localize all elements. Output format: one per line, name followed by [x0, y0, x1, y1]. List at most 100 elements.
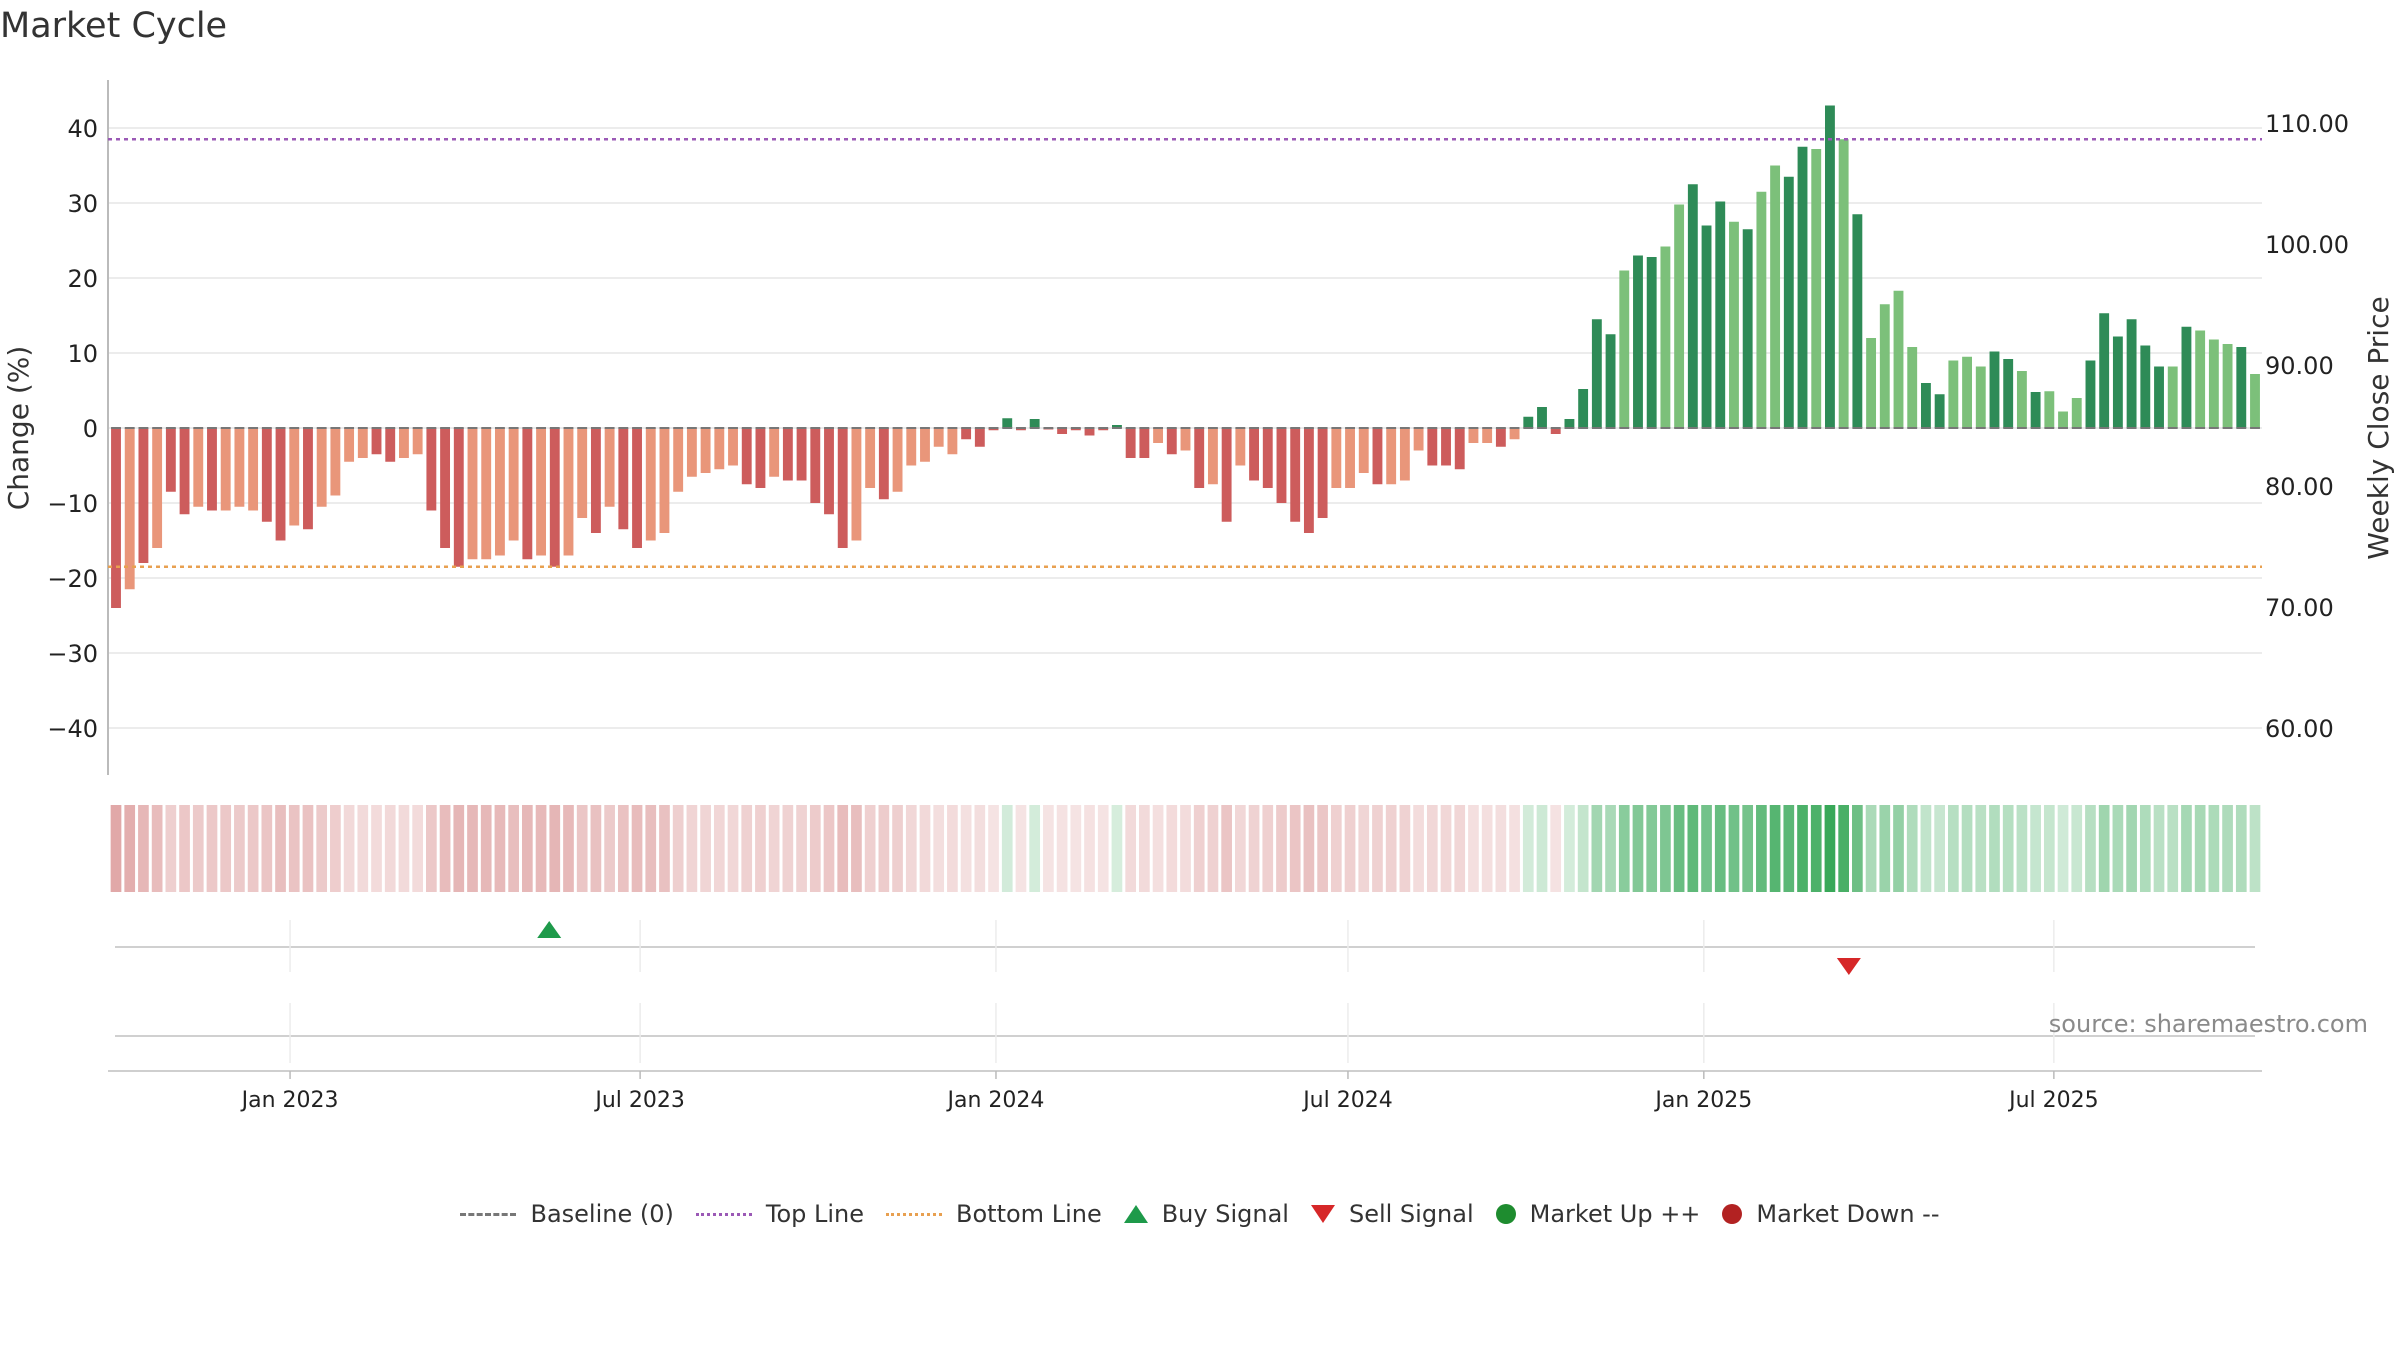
y-left-tick-label: 0 — [83, 415, 98, 443]
legend-buy-signal[interactable]: Buy Signal — [1123, 1200, 1289, 1228]
heat-cell — [1522, 805, 1534, 892]
bar — [1729, 221, 1739, 428]
bar — [1660, 246, 1671, 428]
bar — [1962, 356, 1972, 428]
heat-cell — [1920, 805, 1932, 892]
heat-cell — [974, 805, 986, 892]
bar — [2044, 391, 2055, 428]
bar — [1372, 428, 1383, 485]
x-tick-label: Jan 2023 — [240, 1088, 339, 1113]
y-right-tick-label: 70.00 — [2265, 594, 2334, 622]
legend-label: Top Line — [765, 1200, 865, 1228]
heat-cell — [2085, 805, 2096, 892]
heat-cell — [535, 805, 547, 892]
heat-cell — [741, 805, 753, 892]
y-left-tick-label: −30 — [47, 640, 98, 668]
heat-cell — [2222, 805, 2233, 892]
heat-cell — [892, 805, 903, 892]
bar — [179, 428, 190, 515]
legend-bottom-line[interactable]: Bottom Line — [886, 1200, 1102, 1228]
legend-label: Bottom Line — [956, 1200, 1102, 1228]
bar — [234, 428, 245, 507]
heat-cell — [1426, 805, 1438, 892]
heat-cell — [1125, 805, 1137, 892]
bar — [1153, 428, 1164, 443]
heat-cell — [179, 805, 190, 892]
bar — [2030, 392, 2041, 428]
heat-cell — [727, 805, 739, 892]
heat-cell — [631, 805, 643, 892]
legend-sell-signal[interactable]: Sell Signal — [1310, 1200, 1474, 1228]
heat-cell — [1728, 805, 1740, 892]
bar — [1893, 290, 1904, 428]
legend-baseline[interactable]: Baseline (0) — [460, 1200, 674, 1228]
heat-cell — [1961, 805, 1973, 892]
bar — [782, 428, 793, 481]
heat-cell — [1797, 805, 1808, 892]
bar — [1166, 428, 1177, 455]
bar — [1975, 366, 1986, 428]
legend-market-down[interactable]: Market Down -- — [1722, 1200, 1940, 1228]
heat-cell — [988, 805, 999, 892]
x-tick-label: Jul 2023 — [593, 1088, 685, 1113]
bar — [248, 428, 259, 511]
heat-cell — [247, 805, 259, 892]
legend-label: Baseline (0) — [530, 1200, 674, 1228]
heat-cell — [1509, 805, 1520, 892]
bar — [988, 428, 999, 431]
heat-cell — [809, 805, 821, 892]
bar — [645, 428, 656, 541]
heat-cell — [508, 805, 519, 892]
heat-cell — [1440, 805, 1452, 892]
legend-top-line[interactable]: Top Line — [695, 1200, 865, 1228]
bar — [1646, 257, 1657, 428]
bar — [1276, 428, 1287, 503]
bar — [1468, 428, 1479, 443]
bar — [399, 428, 409, 458]
heat-cell — [864, 805, 876, 892]
heat-cell — [2181, 805, 2192, 892]
bar — [426, 428, 437, 511]
bar — [1866, 338, 1877, 428]
bar — [1948, 360, 1959, 428]
y-left-tick-label: 10 — [67, 340, 98, 368]
heat-cell — [384, 805, 396, 892]
bar — [440, 428, 451, 548]
heat-cell — [192, 805, 204, 892]
bar — [851, 428, 862, 541]
bar — [1825, 105, 1835, 428]
bar — [2099, 313, 2110, 428]
heat-cell — [851, 805, 862, 892]
bar — [1852, 214, 1863, 428]
heat-cell — [796, 805, 807, 892]
bar — [1783, 176, 1794, 428]
bar — [2167, 366, 2178, 428]
bar — [2222, 344, 2233, 428]
heat-cell — [1043, 805, 1054, 892]
heat-cell — [1413, 805, 1424, 892]
legend-market-up[interactable]: Market Up ++ — [1495, 1200, 1700, 1228]
heat-cell — [2071, 805, 2083, 892]
bar — [412, 428, 423, 455]
heat-cell — [1303, 805, 1315, 892]
heat-cell — [782, 805, 794, 892]
bar — [1811, 149, 1822, 428]
heat-cell — [905, 805, 917, 892]
heat-cell — [1001, 805, 1013, 892]
heat-cell — [1056, 805, 1068, 892]
x-tick-label: Jul 2024 — [1301, 1088, 1393, 1113]
heat-cell — [645, 805, 657, 892]
y-left-tick-label: −40 — [47, 715, 98, 743]
bar — [906, 428, 917, 466]
bar — [1441, 428, 1451, 466]
heat-cell — [1687, 805, 1699, 892]
heat-cell — [1262, 805, 1274, 892]
heat-cell — [1564, 805, 1575, 892]
legend-label: Buy Signal — [1161, 1200, 1289, 1228]
heat-cell — [2057, 805, 2069, 892]
bar — [138, 428, 149, 563]
heat-cell — [823, 805, 835, 892]
bar — [289, 428, 300, 526]
y-right-tick-label: 110.00 — [2265, 110, 2349, 138]
bar — [522, 428, 533, 560]
